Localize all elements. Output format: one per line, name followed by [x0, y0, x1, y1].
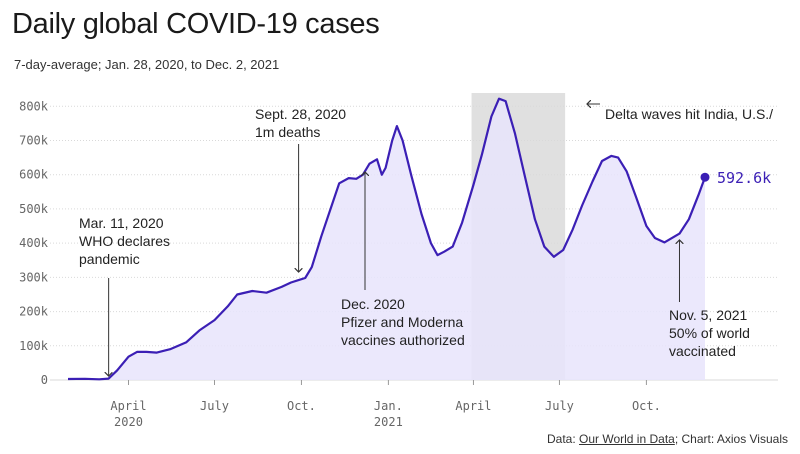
last-point-marker — [700, 172, 710, 182]
annotation-delta-line: Delta waves hit India, U.S./ — [605, 106, 773, 122]
last-value-label: 592.6k — [717, 169, 771, 187]
x-tick-label: Jan. — [374, 399, 403, 413]
y-tick-label: 200k — [19, 305, 49, 319]
annotation-who-pandemic-line: WHO declares — [79, 233, 170, 249]
y-tick-label: 600k — [19, 168, 49, 182]
annotation-who-pandemic: Mar. 11, 2020 WHO declares pandemic — [79, 215, 170, 267]
y-tick-label: 100k — [19, 339, 49, 353]
annotation-1m-deaths: Sept. 28, 2020 1m deaths — [255, 106, 346, 140]
cases-line — [67, 97, 707, 381]
x-tick-label: July — [545, 399, 574, 413]
x-tick-label: April — [455, 399, 491, 413]
x-tick-label: Oct. — [632, 399, 661, 413]
cases-area — [68, 98, 705, 380]
source-credit: Data: Our World in Data; Chart: Axios Vi… — [547, 432, 788, 446]
annotation-vaccines-authorized-line: Pfizer and Moderna — [341, 314, 463, 330]
y-tick-label: 700k — [19, 133, 49, 147]
annotation-50pct-vaccinated-line: Nov. 5, 2021 — [669, 307, 748, 323]
annotation-1m-deaths-line: Sept. 28, 2020 — [255, 106, 346, 122]
y-tick-label: 800k — [19, 99, 49, 113]
source-link[interactable]: Our World in Data — [579, 432, 675, 446]
annotation-delta: Delta waves hit India, U.S./ — [605, 106, 773, 122]
x-tick-year-label: 2020 — [114, 415, 143, 429]
x-tick-label: April — [110, 399, 146, 413]
annotation-who-pandemic-line: pandemic — [79, 251, 140, 267]
y-tick-label: 400k — [19, 236, 49, 250]
annotation-vaccines-authorized-line: vaccines authorized — [341, 332, 465, 348]
x-tick-label: July — [200, 399, 229, 413]
annotation-who-pandemic-line: Mar. 11, 2020 — [79, 215, 164, 231]
chart-title: Daily global COVID-19 cases — [12, 8, 380, 40]
chart-subtitle: 7-day-average; Jan. 28, 2020, to Dec. 2,… — [14, 57, 280, 72]
annotation-vaccines-authorized-line: Dec. 2020 — [341, 296, 405, 312]
x-tick-label: Oct. — [287, 399, 316, 413]
annotation-50pct-vaccinated-line: vaccinated — [669, 343, 736, 359]
y-tick-label: 500k — [19, 202, 49, 216]
x-tick-year-label: 2021 — [374, 415, 403, 429]
annotation-1m-deaths-line: 1m deaths — [255, 124, 320, 140]
y-tick-label: 300k — [19, 270, 49, 284]
y-tick-label: 0 — [41, 373, 48, 387]
annotation-50pct-vaccinated: Nov. 5, 2021 50% of world vaccinated — [669, 307, 750, 359]
annotation-vaccines-authorized: Dec. 2020 Pfizer and Moderna vaccines auth… — [341, 296, 465, 348]
annotation-50pct-vaccinated-line: 50% of world — [669, 325, 750, 341]
source-suffix: ; Chart: Axios Visuals — [674, 432, 788, 446]
source-prefix: Data: — [547, 432, 580, 446]
